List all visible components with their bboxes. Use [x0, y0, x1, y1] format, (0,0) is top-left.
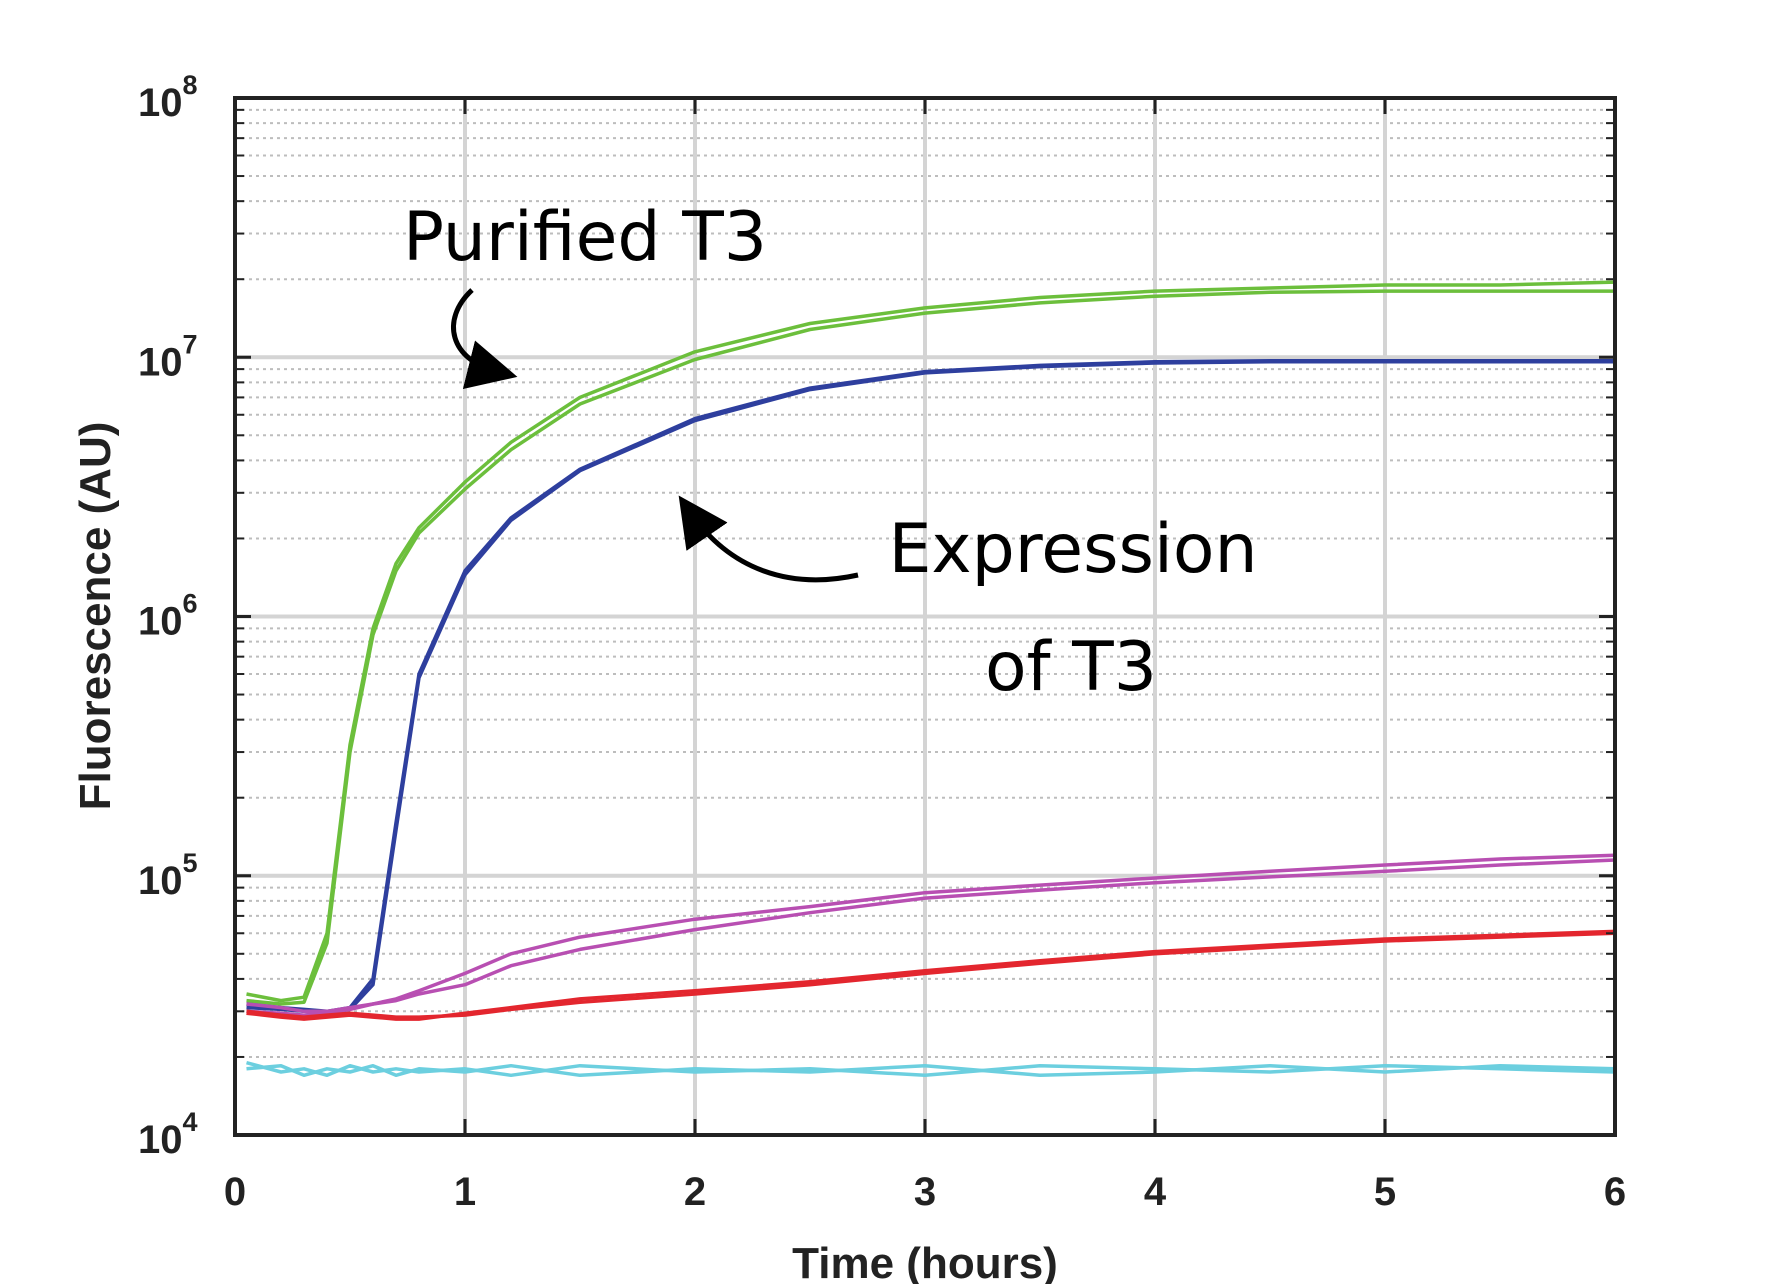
arrow-expression-of-t3 — [678, 495, 859, 583]
x-tick-label: 3 — [914, 1170, 936, 1214]
y-tick-exponent: 7 — [183, 329, 198, 359]
x-tick-label: 2 — [684, 1170, 706, 1214]
y-tick-base: 10 — [138, 81, 183, 125]
x-tick-label: 1 — [454, 1170, 476, 1214]
x-tick-label: 0 — [224, 1170, 246, 1214]
major-grid — [235, 98, 1615, 1135]
annotation-expression-line2: of T3 — [985, 628, 1157, 707]
x-axis-label: Time (hours) — [792, 1239, 1058, 1284]
y-tick-base: 10 — [138, 340, 183, 384]
y-tick-base: 10 — [138, 859, 183, 903]
series-line-1 — [246, 289, 1615, 1006]
y-tick-label: 104 — [138, 1107, 198, 1162]
y-tick-exponent: 5 — [183, 848, 198, 878]
series-line-9 — [246, 1063, 1616, 1078]
axis-ticks — [233, 96, 1617, 1137]
series-line-7 — [246, 929, 1616, 1021]
annotation-purified-t3: Purified T3 — [403, 198, 767, 277]
y-tick-exponent: 8 — [183, 70, 198, 100]
y-tick-base: 10 — [138, 1118, 183, 1162]
y-tick-exponent: 6 — [183, 589, 198, 619]
series-line-4 — [246, 858, 1616, 1014]
y-tick-base: 10 — [138, 600, 183, 644]
y-tick-label: 107 — [138, 329, 198, 384]
y-tick-label: 106 — [138, 589, 198, 644]
arrow-purified-t3 — [451, 288, 518, 389]
y-tick-label: 108 — [138, 70, 198, 125]
series-layer — [246, 280, 1616, 1078]
x-tick-label: 5 — [1374, 1170, 1396, 1214]
series-line-5 — [246, 853, 1616, 1017]
y-axis-label: Fluorescence (AU) — [71, 422, 120, 811]
x-tick-labels: 0 1 2 3 4 5 6 — [224, 1170, 1626, 1214]
series-line-6 — [246, 931, 1616, 1019]
annotation-expression-line1: Expression — [888, 510, 1257, 589]
x-tick-label: 6 — [1604, 1170, 1626, 1214]
y-tick-label: 105 — [138, 848, 198, 903]
x-tick-label: 4 — [1144, 1170, 1167, 1214]
y-tick-exponent: 4 — [183, 1107, 198, 1137]
